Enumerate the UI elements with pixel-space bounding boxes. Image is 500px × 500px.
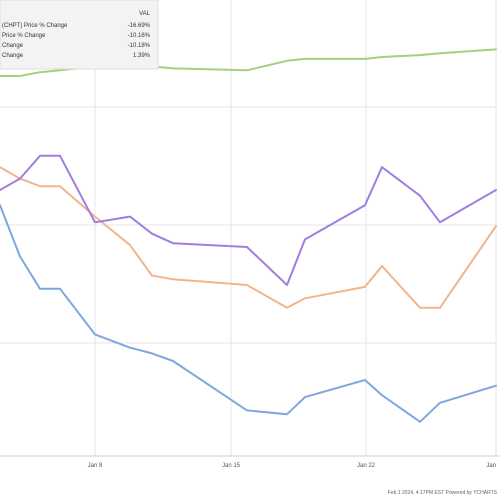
- series-line-3: [0, 48, 497, 77]
- legend: VAL (CHPT) Price % Change -16.69% Price % C…: [0, 0, 159, 70]
- x-axis: Jan 8 Jan 15 Jan 22 Jan: [88, 463, 496, 469]
- legend-header: VAL: [139, 11, 151, 17]
- grid-layer: [0, 0, 500, 457]
- legend-label: (CHPT) Price % Change: [2, 23, 68, 29]
- legend-label: Change: [2, 53, 24, 59]
- series-layer: [0, 48, 497, 423]
- legend-value: 1.39%: [133, 53, 151, 59]
- series-line-2: [0, 154, 497, 286]
- legend-value: -10.16%: [128, 33, 151, 39]
- legend-label: Price % Change: [2, 33, 46, 39]
- x-tick-label: Jan 8: [88, 463, 103, 469]
- legend-value: -10.18%: [128, 43, 151, 49]
- legend-box: [0, 0, 159, 70]
- series-line-0: [0, 204, 497, 423]
- series-line-1: [0, 166, 497, 309]
- legend-value: -16.69%: [128, 23, 151, 29]
- legend-label: Change: [2, 43, 24, 49]
- x-tick-label: Jan: [486, 463, 496, 469]
- x-tick-label: Jan 15: [222, 463, 241, 469]
- x-tick-label: Jan 22: [357, 463, 376, 469]
- footer-text: Feb 1 2024, 4:17PM EST Powered by YCHART…: [388, 490, 498, 496]
